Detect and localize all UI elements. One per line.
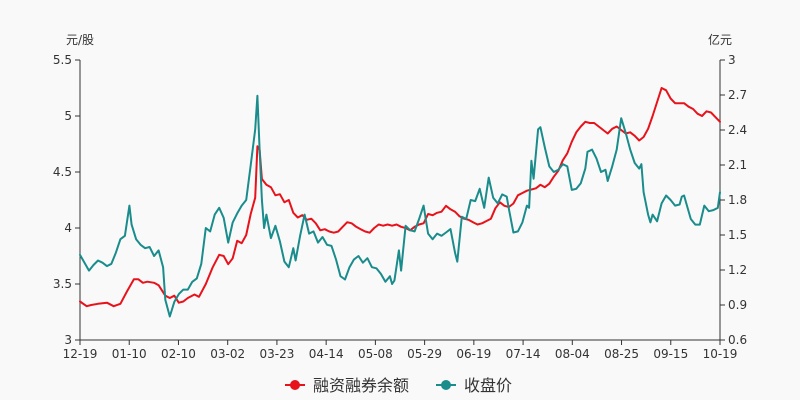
x-tick-label: 03-02 — [210, 347, 245, 361]
y-right-tick-label: 0.9 — [728, 298, 747, 312]
legend-dot-marker — [441, 380, 451, 390]
y-right-tick-label: 3 — [728, 53, 736, 67]
y-right-ticks: 0.6 0.9 1.2 1.5 1.8 2.1 2.4 2.7 3 — [720, 53, 747, 347]
y-right-tick-label: 0.6 — [728, 333, 747, 347]
x-tick-label: 04-14 — [309, 347, 344, 361]
y-right-tick-label: 2.4 — [728, 123, 747, 137]
x-tick-label: 07-14 — [506, 347, 541, 361]
x-tick-label: 02-10 — [161, 347, 196, 361]
x-tick-label: 08-04 — [555, 347, 590, 361]
y-right-tick-label: 2.1 — [728, 158, 747, 172]
y-right-axis-title: 亿元 — [708, 32, 732, 47]
legend-item[interactable]: 收盘价 — [436, 376, 512, 395]
x-ticks: 12-19 01-10 02-10 03-02 03-23 04-14 05-08 05-29… — [63, 340, 738, 361]
y-left-ticks: 3 3.5 4 4.5 5 5.5 — [53, 53, 80, 347]
series-line-1 — [79, 87, 721, 308]
legend[interactable]: 融资融券余额 收盘价 — [285, 376, 512, 395]
legend-label: 收盘价 — [464, 376, 512, 395]
y-right-tick-label: 1.2 — [728, 263, 747, 277]
y-left-tick-label: 5 — [64, 109, 72, 123]
x-tick-label: 10-19 — [703, 347, 738, 361]
y-left-tick-label: 4 — [64, 221, 72, 235]
series-lines — [79, 87, 721, 318]
x-tick-label: 05-29 — [407, 347, 442, 361]
y-left-tick-label: 3 — [64, 333, 72, 347]
x-tick-label: 09-15 — [653, 347, 688, 361]
legend-dot-marker — [290, 380, 300, 390]
series-line-2 — [79, 94, 721, 318]
x-tick-label: 05-08 — [358, 347, 393, 361]
x-tick-label: 08-25 — [604, 347, 639, 361]
legend-item[interactable]: 融资融券余额 — [285, 376, 409, 395]
y-left-tick-label: 5.5 — [53, 53, 72, 67]
y-right-tick-label: 2.7 — [728, 88, 747, 102]
x-tick-label: 06-19 — [456, 347, 491, 361]
x-tick-label: 12-19 — [63, 347, 98, 361]
y-right-tick-label: 1.8 — [728, 193, 747, 207]
y-left-tick-label: 3.5 — [53, 277, 72, 291]
y-right-tick-label: 1.5 — [728, 228, 747, 242]
y-left-tick-label: 4.5 — [53, 165, 72, 179]
legend-label: 融资融券余额 — [313, 376, 409, 395]
y-left-axis-title: 元/股 — [66, 33, 94, 47]
x-tick-label: 01-10 — [112, 347, 147, 361]
x-tick-label: 03-23 — [259, 347, 294, 361]
